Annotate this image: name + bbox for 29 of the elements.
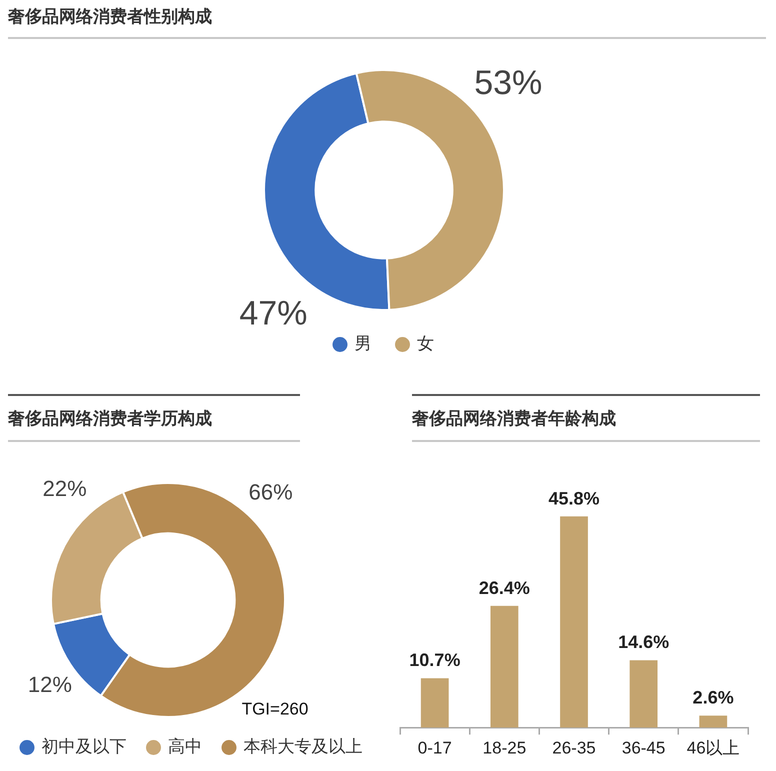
chart-title: 奢侈品网络消费者学历构成: [8, 408, 212, 430]
bar: [699, 716, 728, 728]
x-tick-label: 26-35: [552, 738, 596, 758]
bar: [490, 606, 518, 728]
legend-label: 高中: [168, 737, 202, 756]
data-label: 10.7%: [409, 650, 460, 670]
data-label: 66%: [248, 479, 293, 504]
legend-label: 初中及以下: [42, 737, 126, 756]
bar: [420, 678, 449, 728]
data-label: 12%: [28, 672, 72, 697]
legend-label: 女: [417, 334, 434, 354]
data-label: 45.8%: [548, 488, 600, 508]
text: TGI=260: [242, 700, 308, 719]
data-label: 47%: [239, 294, 308, 332]
x-tick-label: 18-25: [482, 738, 526, 758]
data-label: 2.6%: [692, 688, 734, 708]
chart-title: 奢侈品网络消费者性别构成: [8, 6, 212, 28]
data-label: 26.4%: [478, 578, 530, 598]
data-label: 22%: [42, 476, 87, 501]
bar: [560, 516, 588, 728]
data-label: 14.6%: [618, 632, 670, 652]
legend-label: 男: [354, 334, 372, 354]
x-tick-label: 46以上: [686, 738, 740, 758]
chart-title: 奢侈品网络消费者年龄构成: [412, 408, 616, 430]
x-tick-label: 0-17: [418, 738, 452, 758]
legend-label: 本科大专及以上: [244, 737, 362, 756]
data-label: 53%: [474, 64, 542, 102]
bar: [630, 660, 658, 728]
x-tick-label: 36-45: [622, 738, 666, 758]
